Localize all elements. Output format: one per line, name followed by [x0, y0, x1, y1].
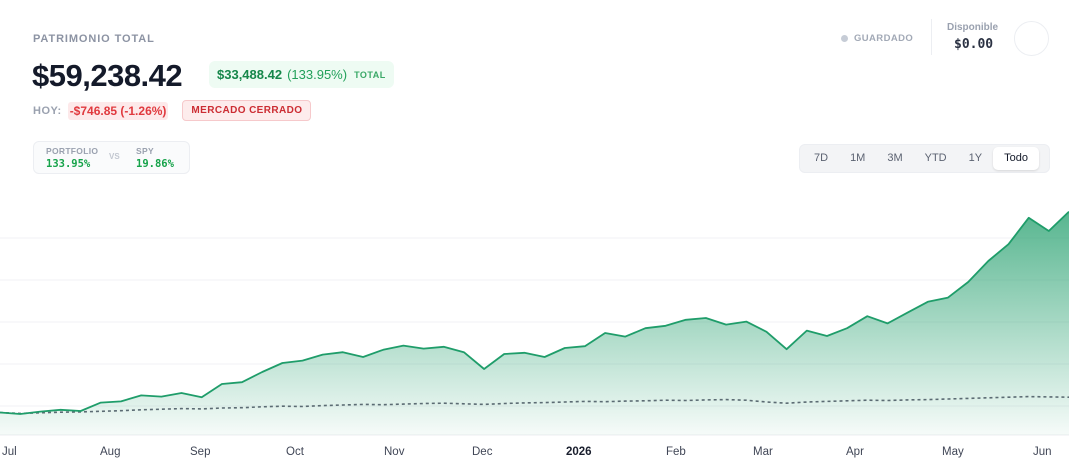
range-all-button[interactable]: Todo	[993, 147, 1039, 170]
x-tick-label: Dec	[472, 446, 493, 458]
range-3m-button[interactable]: 3M	[887, 152, 903, 164]
x-tick-label: Oct	[286, 446, 305, 458]
x-tick-label: Feb	[666, 446, 686, 458]
total-value: $59,238.42	[32, 58, 183, 93]
total-gain-percent: (133.95%)	[287, 67, 348, 82]
avatar[interactable]	[1014, 21, 1049, 56]
page-title: PATRIMONIO TOTAL	[33, 33, 155, 45]
vs-label: VS	[109, 152, 120, 161]
available-label: Disponible	[947, 22, 999, 33]
x-tick-label: Sep	[190, 446, 210, 458]
save-status: GUARDADO	[841, 33, 913, 44]
x-tick-label: Apr	[846, 446, 864, 458]
portfolio-area	[0, 211, 1069, 435]
benchmark-compare-label: SPY	[136, 146, 154, 156]
range-ytd-button[interactable]: YTD	[924, 152, 947, 164]
today-row: HOY: -$746.85 (-1.26%) MERCADO CERRADO	[33, 100, 312, 121]
range-7d-button[interactable]: 7D	[814, 152, 829, 164]
benchmark-line	[0, 395, 1069, 415]
total-gain-amount: $33,488.42	[217, 67, 283, 82]
portfolio-compare-label: PORTFOLIO	[46, 146, 99, 156]
x-tick-label: Aug	[100, 446, 120, 458]
range-1y-button[interactable]: 1Y	[968, 152, 983, 164]
time-range-selector: 7D 1M 3M YTD 1Y Todo	[799, 144, 1050, 173]
today-change: -$746.85 (-1.26%)	[67, 101, 169, 120]
x-tick-label: Nov	[384, 446, 405, 458]
benchmark-compare: PORTFOLIO 133.95% VS SPY 19.86%	[33, 141, 190, 174]
x-tick-label: 2026	[566, 446, 592, 458]
market-status-badge: MERCADO CERRADO	[182, 100, 312, 121]
portfolio-line	[0, 210, 1069, 415]
x-tick-label: Jul	[2, 446, 17, 458]
saved-label: GUARDADO	[854, 33, 914, 44]
x-tick-label: Mar	[753, 446, 773, 458]
portfolio-compare-value: 133.95%	[46, 158, 91, 170]
benchmark-compare-value: 19.86%	[136, 158, 174, 170]
x-tick-label: May	[942, 446, 964, 458]
range-1m-button[interactable]: 1M	[850, 152, 866, 164]
available-value: $0.00	[954, 37, 994, 52]
today-label: HOY:	[33, 104, 62, 117]
header-divider	[931, 19, 932, 55]
total-gain-tag: TOTAL	[354, 69, 386, 80]
portfolio-chart[interactable]: Jul Aug Sep Oct Nov Dec 2026 Feb Mar Apr May Jun	[0, 190, 1069, 470]
total-gain-badge: $33,488.42 (133.95%) TOTAL	[209, 61, 394, 88]
saved-dot-icon	[841, 35, 848, 42]
x-tick-label: Jun	[1033, 446, 1052, 458]
